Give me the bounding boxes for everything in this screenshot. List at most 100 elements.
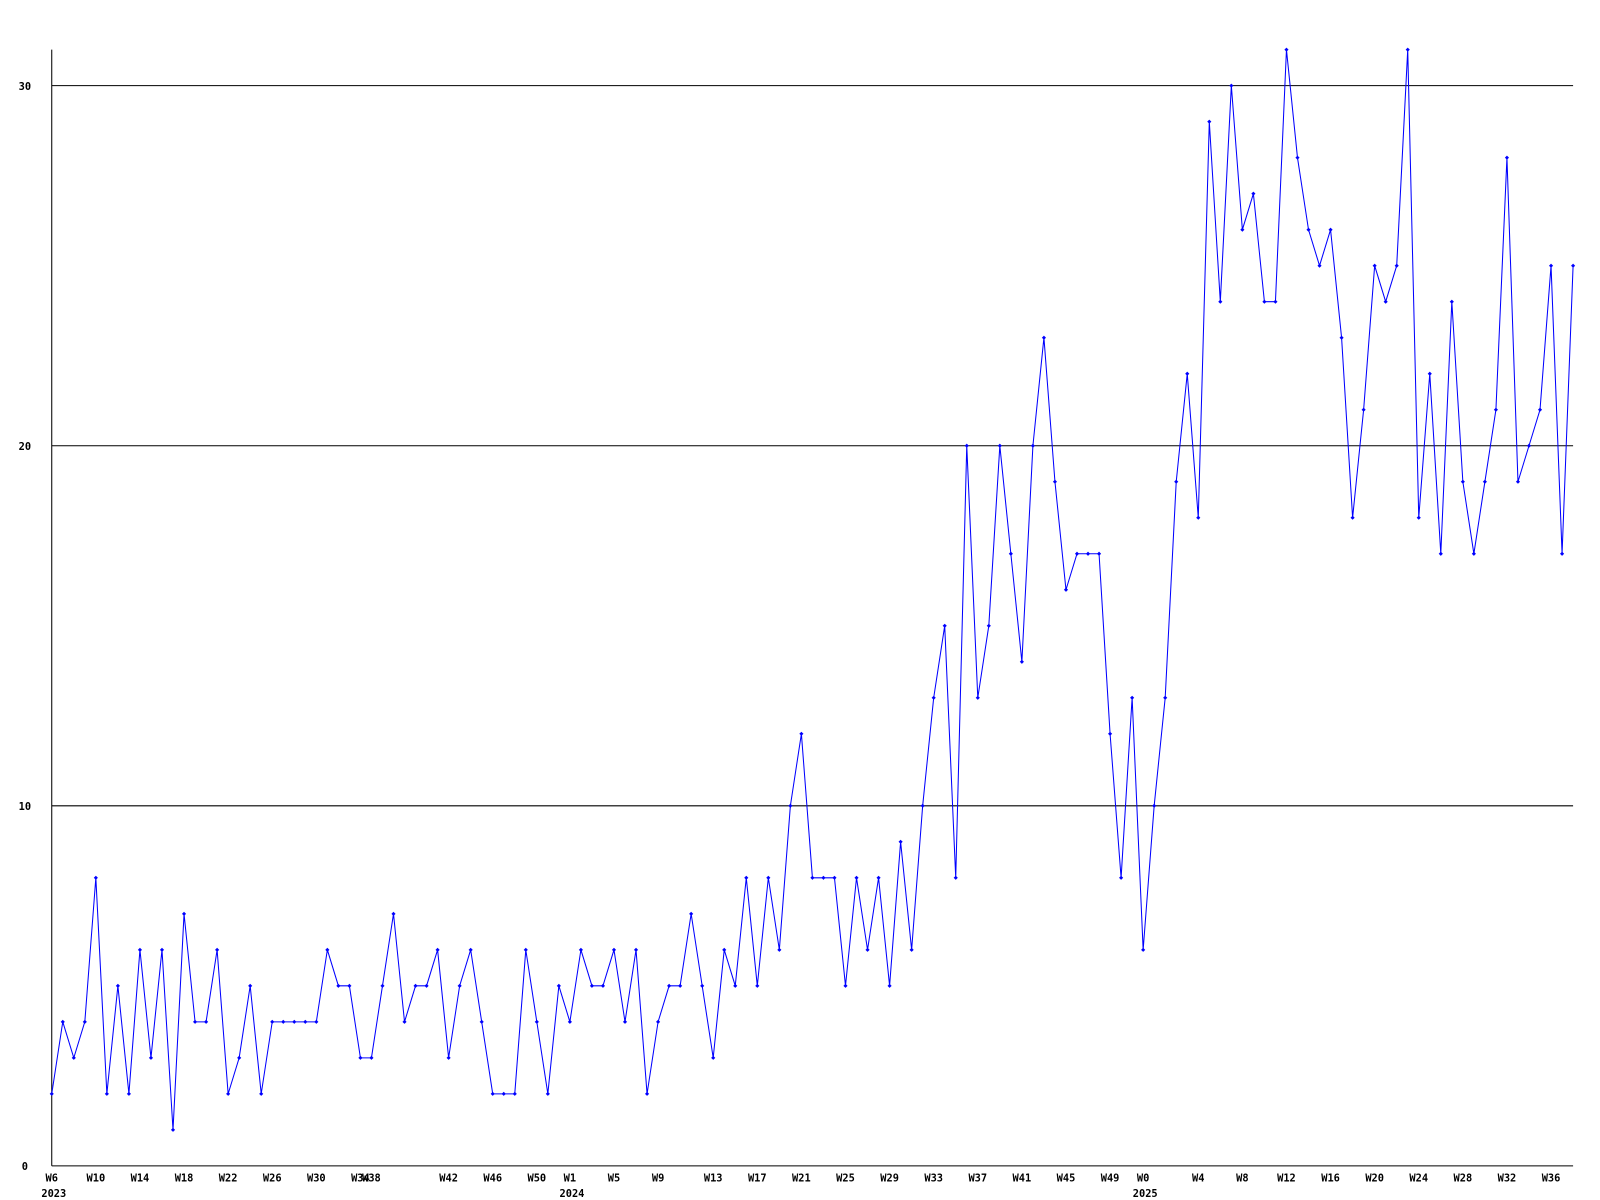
data-point bbox=[777, 947, 782, 952]
data-point bbox=[843, 983, 848, 988]
data-point bbox=[1152, 803, 1157, 808]
x-year-label: 2024 bbox=[560, 1188, 585, 1200]
data-point bbox=[644, 1091, 650, 1096]
data-point bbox=[1328, 227, 1333, 232]
data-point bbox=[975, 695, 980, 700]
x-tick-label: W9 bbox=[652, 1172, 664, 1184]
x-tick-label: W32 bbox=[1498, 1172, 1517, 1184]
data-point bbox=[1130, 695, 1135, 700]
data-point bbox=[689, 911, 694, 916]
data-point bbox=[1008, 551, 1013, 556]
x-tick-label: W36 bbox=[1542, 1172, 1561, 1184]
data-point bbox=[622, 1019, 628, 1024]
x-tick-label: W21 bbox=[792, 1172, 811, 1184]
data-point bbox=[633, 947, 639, 952]
data-point bbox=[865, 947, 870, 952]
data-point bbox=[534, 1019, 539, 1024]
x-tick-label: W18 bbox=[175, 1172, 194, 1184]
data-point bbox=[391, 911, 396, 916]
data-point bbox=[347, 983, 352, 988]
data-point bbox=[876, 875, 881, 880]
data-point bbox=[192, 1019, 198, 1024]
data-point bbox=[656, 1019, 661, 1024]
data-point bbox=[446, 1055, 451, 1060]
data-point bbox=[424, 983, 429, 988]
data-point bbox=[1427, 371, 1432, 376]
x-tick-label: W20 bbox=[1365, 1172, 1384, 1184]
data-point bbox=[1361, 407, 1366, 412]
data-point bbox=[1207, 119, 1212, 124]
data-point bbox=[1262, 299, 1267, 304]
data-point bbox=[82, 1019, 87, 1024]
data-point bbox=[898, 839, 903, 844]
data-line bbox=[51, 49, 1574, 1130]
data-point bbox=[567, 1019, 572, 1024]
x-tick-label: W16 bbox=[1321, 1172, 1340, 1184]
data-point bbox=[1416, 515, 1421, 520]
data-point bbox=[457, 983, 462, 988]
data-point bbox=[854, 875, 859, 880]
data-point bbox=[1074, 551, 1080, 556]
data-point bbox=[986, 623, 991, 628]
x-year-label: 2025 bbox=[1133, 1188, 1158, 1200]
x-tick-label: W45 bbox=[1057, 1172, 1076, 1184]
data-point bbox=[556, 983, 561, 988]
x-tick-label: W0 bbox=[1137, 1172, 1149, 1184]
data-point bbox=[115, 983, 120, 988]
data-point bbox=[336, 983, 341, 988]
data-point bbox=[1317, 263, 1322, 268]
data-point bbox=[909, 947, 914, 952]
data-point bbox=[788, 803, 793, 808]
data-point bbox=[810, 875, 815, 880]
data-point bbox=[1019, 659, 1024, 664]
data-point bbox=[1119, 875, 1124, 880]
data-point bbox=[733, 983, 738, 988]
data-point bbox=[468, 947, 473, 952]
data-point bbox=[148, 1055, 154, 1060]
x-tick-label: W26 bbox=[263, 1172, 282, 1184]
data-point bbox=[887, 983, 892, 988]
x-tick-label: W37 bbox=[968, 1172, 987, 1184]
x-tick-label: W41 bbox=[1013, 1172, 1032, 1184]
y-tick-label: 20 bbox=[19, 441, 31, 453]
data-point bbox=[93, 875, 98, 880]
data-point bbox=[292, 1019, 297, 1024]
data-point bbox=[413, 983, 418, 988]
data-point bbox=[369, 1055, 374, 1060]
data-point bbox=[325, 947, 330, 952]
data-point bbox=[942, 623, 947, 628]
data-point bbox=[1251, 191, 1256, 196]
data-point bbox=[1482, 479, 1487, 484]
data-point bbox=[1284, 47, 1289, 52]
y-tick-label: 0 bbox=[22, 1161, 28, 1173]
data-point bbox=[226, 1091, 231, 1096]
x-tick-label: W14 bbox=[131, 1172, 150, 1184]
data-point bbox=[711, 1055, 716, 1060]
data-point bbox=[137, 947, 143, 952]
data-point bbox=[1085, 551, 1091, 556]
data-point bbox=[248, 983, 253, 988]
data-point bbox=[766, 875, 771, 880]
data-point bbox=[611, 947, 617, 952]
data-point bbox=[402, 1019, 407, 1024]
data-point bbox=[1030, 443, 1035, 448]
data-point bbox=[358, 1055, 363, 1060]
data-point bbox=[215, 947, 220, 952]
data-point bbox=[700, 983, 705, 988]
x-tick-label: W24 bbox=[1409, 1172, 1428, 1184]
data-point bbox=[1405, 47, 1410, 52]
x-tick-label: W50 bbox=[527, 1172, 546, 1184]
data-point bbox=[1196, 515, 1201, 520]
x-tick-label: W42 bbox=[439, 1172, 458, 1184]
x-tick-label: W22 bbox=[219, 1172, 238, 1184]
data-point bbox=[1240, 227, 1245, 232]
data-point bbox=[314, 1019, 319, 1024]
x-tick-label: W46 bbox=[483, 1172, 502, 1184]
data-point bbox=[1218, 299, 1223, 304]
data-point bbox=[259, 1091, 264, 1096]
x-tick-label: W30 bbox=[307, 1172, 326, 1184]
data-point bbox=[435, 947, 440, 952]
data-point bbox=[170, 1127, 176, 1132]
